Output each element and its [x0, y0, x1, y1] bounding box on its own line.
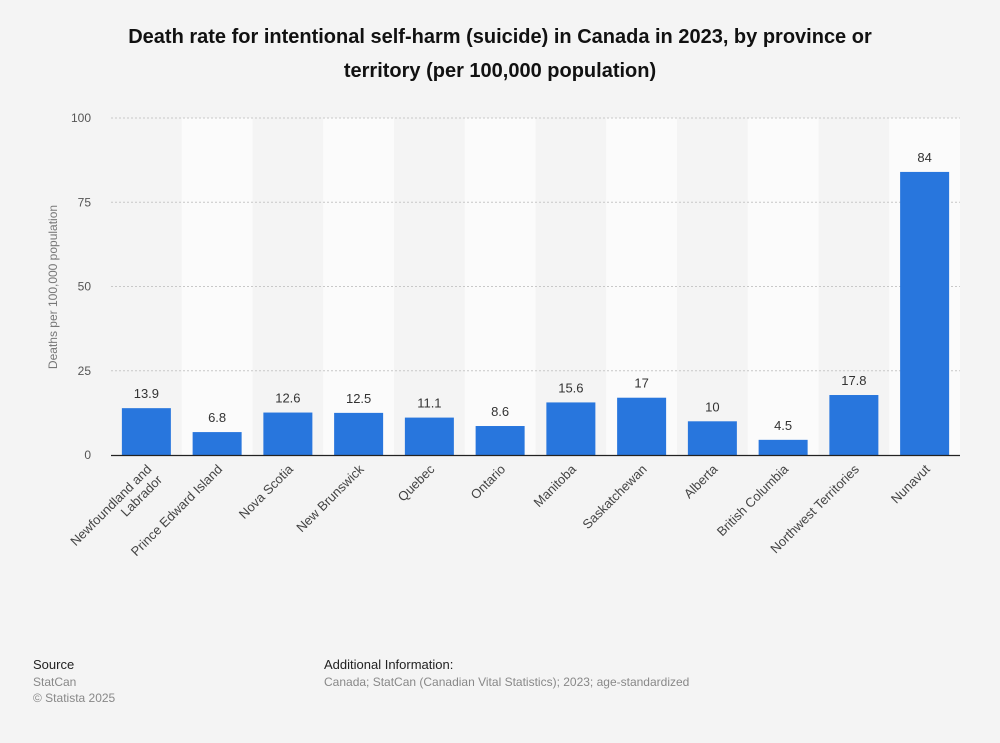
x-tick-label: British Columbia	[714, 461, 792, 539]
chart-title: Death rate for intentional self-harm (su…	[128, 26, 872, 82]
data-label: 15.6	[558, 380, 583, 395]
data-label: 4.5	[774, 418, 792, 433]
svg-text:Alberta: Alberta	[681, 461, 721, 501]
y-tick-label: 25	[78, 364, 92, 378]
x-tick-label: New Brunswick	[293, 461, 367, 535]
x-tick-label: Nunavut	[888, 461, 933, 506]
source-text: StatCan	[33, 675, 77, 689]
data-labels: 13.9 6.8 12.6 12.5 11.1 8.6 15.6 17 10 4.5 17.8 84	[134, 150, 932, 433]
bar	[475, 426, 525, 455]
x-tick-label: Manitoba	[531, 461, 580, 510]
svg-text:British Columbia: British Columbia	[714, 461, 792, 539]
bar	[900, 171, 950, 456]
y-ticks: 0 25 50 75 100	[71, 111, 91, 462]
copyright-text: © Statista 2025	[33, 691, 116, 705]
source-heading: Source	[33, 657, 75, 672]
data-label: 17.8	[841, 373, 866, 388]
svg-text:Quebec: Quebec	[395, 461, 438, 504]
data-label: 10	[705, 399, 719, 414]
y-tick-label: 0	[84, 448, 91, 462]
bar	[617, 397, 667, 455]
svg-text:New Brunswick: New Brunswick	[293, 461, 367, 535]
data-label: 8.6	[491, 404, 509, 419]
bar	[829, 395, 879, 455]
footer-source: Source StatCan © Statista 2025	[33, 657, 115, 706]
svg-text:Ontario: Ontario	[467, 462, 508, 503]
bar	[263, 412, 313, 455]
y-tick-label: 50	[78, 280, 92, 294]
bar	[546, 402, 596, 455]
x-tick-label: Alberta	[681, 461, 721, 501]
bar	[758, 439, 808, 455]
chart-svg: 13.96.812.6 12.5 11.18.615.6 17104.517.884 …	[46, 111, 960, 559]
bar	[192, 432, 242, 455]
data-label: 84	[917, 150, 931, 165]
x-tick-label: Quebec	[395, 461, 438, 504]
y-tick-label: 75	[78, 195, 92, 209]
column-bands	[181, 118, 960, 455]
bar	[404, 417, 454, 455]
info-text: Canada; StatCan (Canadian Vital Statisti…	[324, 675, 690, 689]
data-label: 12.6	[275, 391, 300, 406]
y-axis-title: Deaths per 100,000 population	[46, 205, 60, 369]
info-heading: Additional Information:	[324, 657, 454, 672]
svg-text:Nova Scotia: Nova Scotia	[236, 461, 297, 522]
y-tick-label: 100	[71, 111, 91, 125]
svg-text:Manitoba: Manitoba	[531, 461, 580, 510]
x-tick-label: Ontario	[467, 462, 508, 503]
x-tick-label: Saskatchewan	[579, 462, 649, 532]
bar	[334, 412, 384, 455]
data-label: 11.1	[417, 396, 441, 411]
data-label: 12.5	[346, 391, 371, 406]
svg-text:Saskatchewan: Saskatchewan	[579, 462, 649, 532]
x-tick-label: Nova Scotia	[236, 461, 297, 522]
data-label: 13.9	[134, 386, 159, 401]
data-label: 6.8	[208, 410, 226, 425]
svg-text:Nunavut: Nunavut	[888, 461, 933, 506]
bars	[121, 171, 950, 456]
gridlines	[111, 117, 960, 372]
bar	[121, 408, 171, 455]
data-label: 17	[634, 376, 648, 391]
footer-info: Additional Information: Canada; StatCan …	[324, 657, 689, 690]
bar	[687, 421, 737, 455]
